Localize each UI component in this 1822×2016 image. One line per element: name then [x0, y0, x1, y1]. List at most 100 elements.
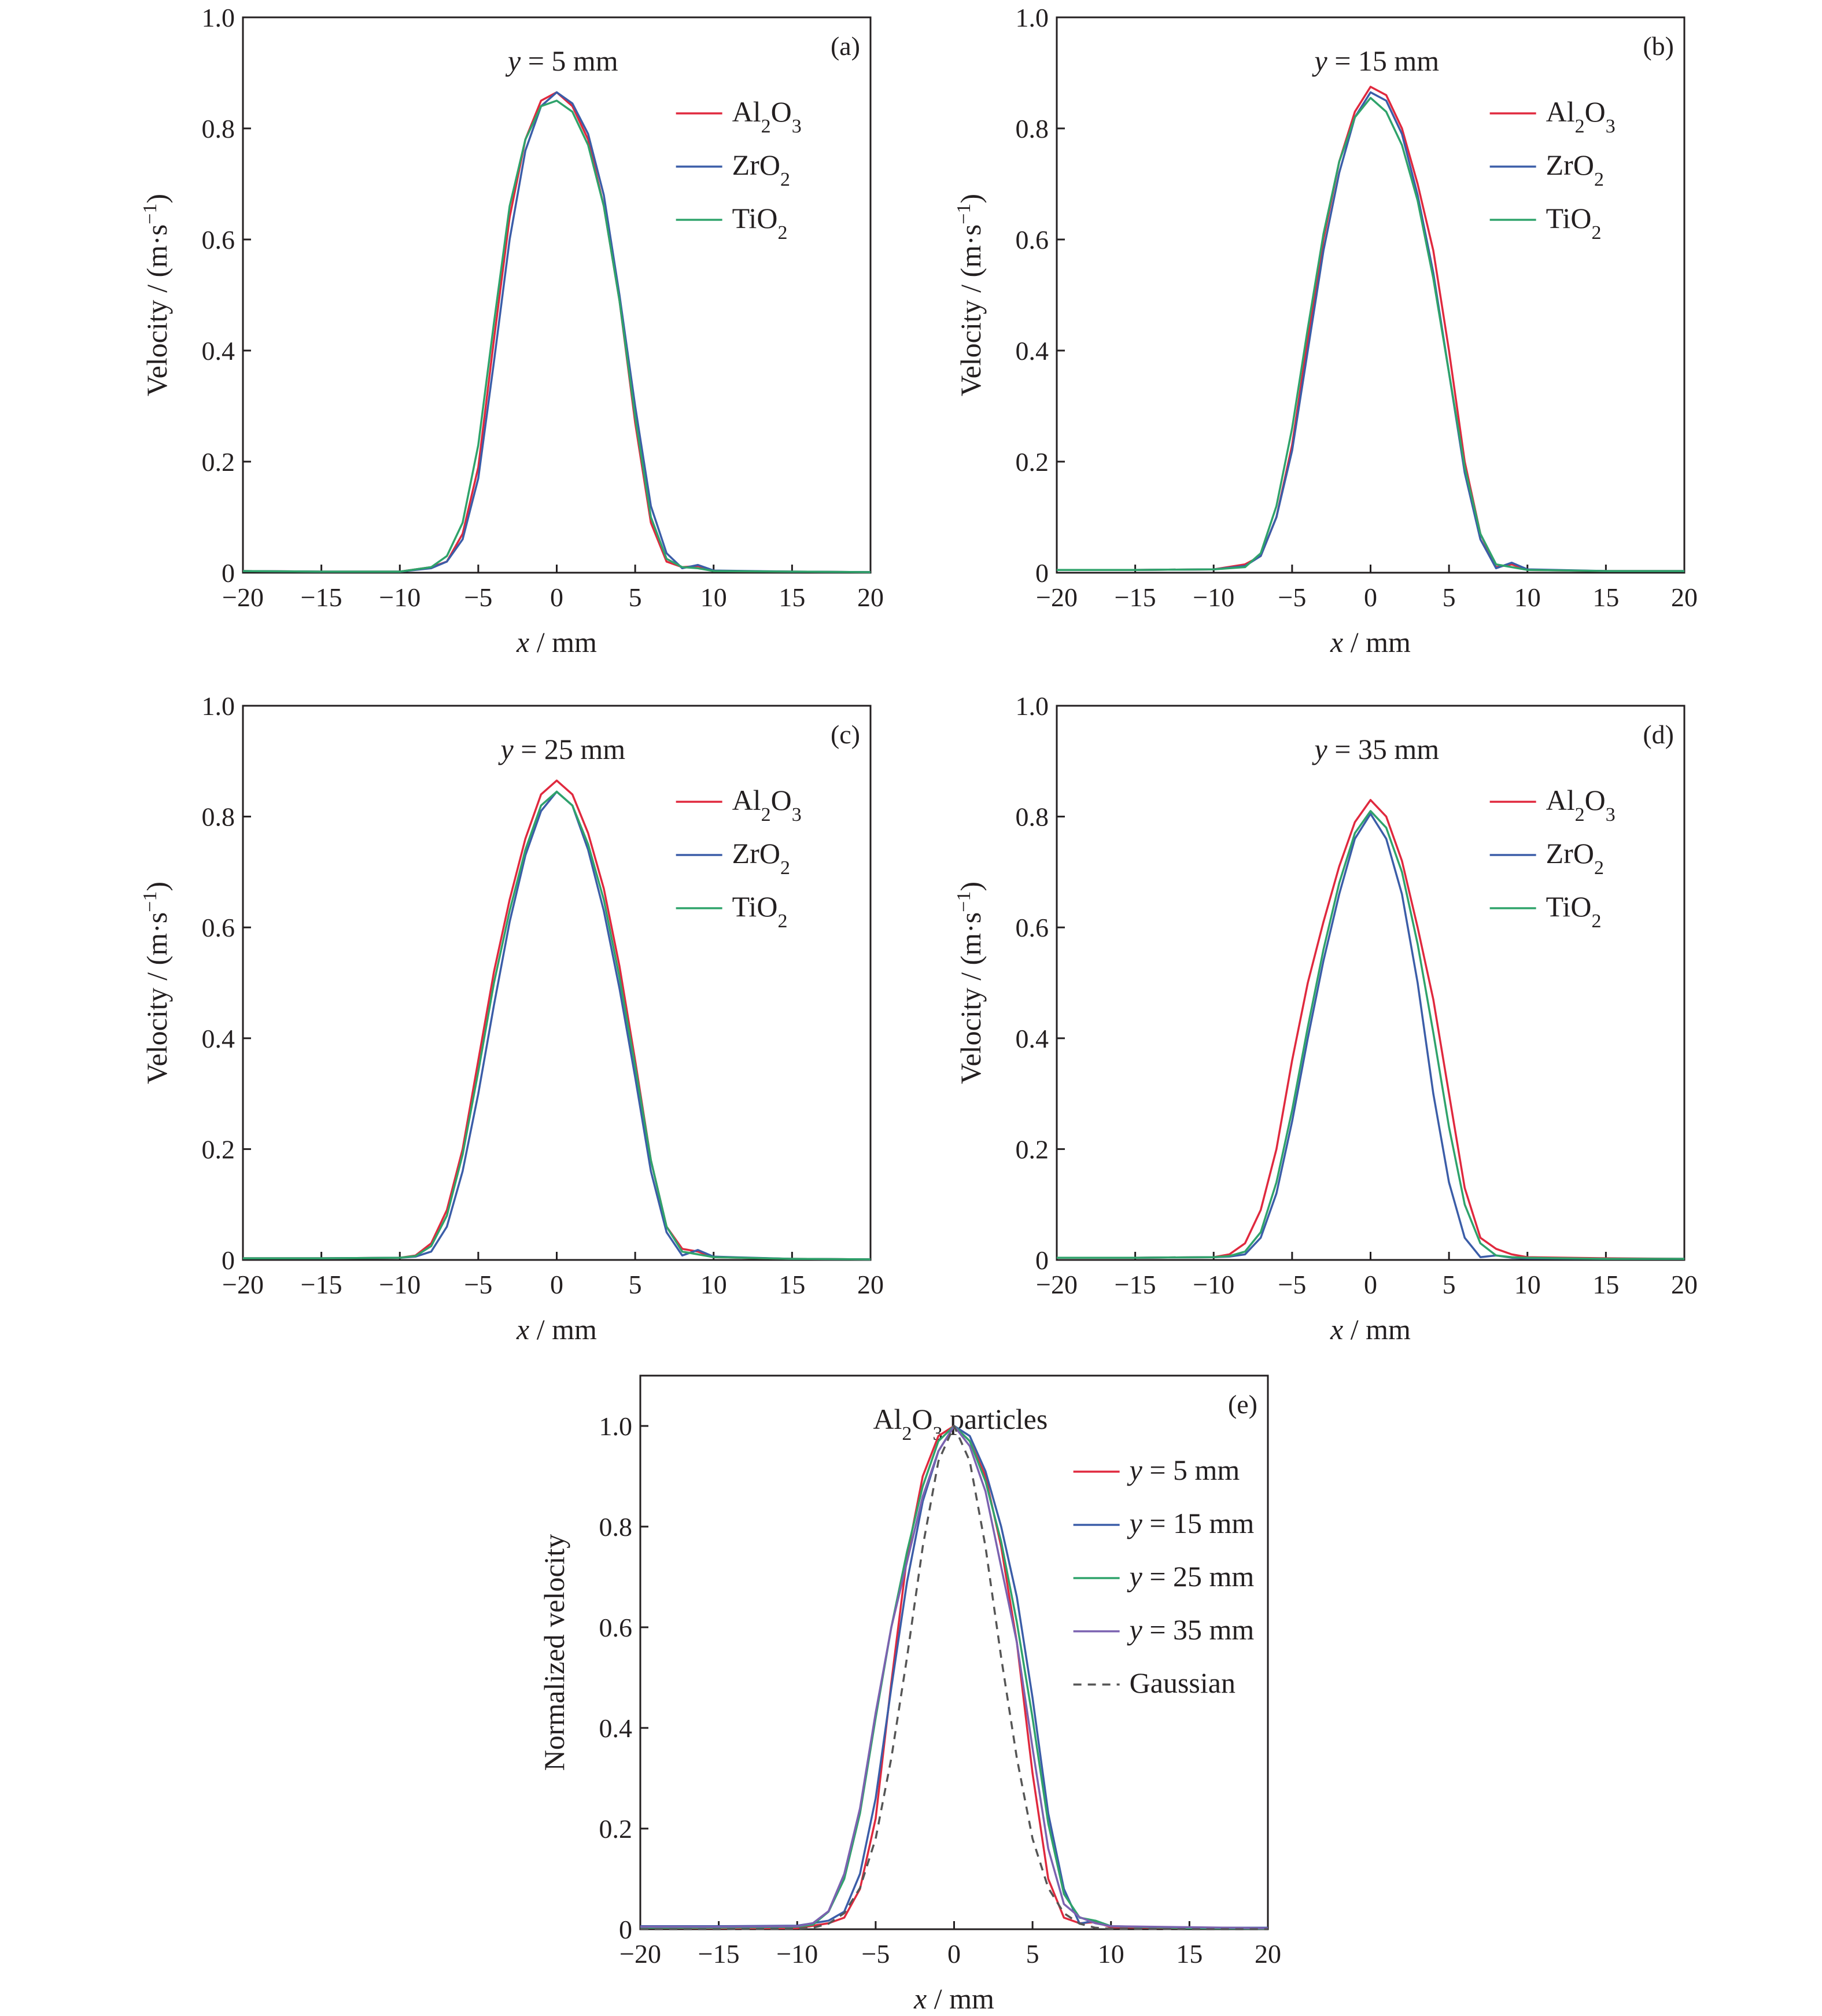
series-line [640, 1425, 1268, 1929]
text-run: TiO [1546, 202, 1592, 234]
x-tick-label: −5 [464, 1270, 492, 1299]
subscript: 2 [1591, 222, 1601, 244]
text-run: ZrO [732, 149, 780, 181]
legend-label: Al2O3 [732, 95, 802, 137]
y-tick-label: 0.6 [202, 225, 235, 255]
text-run: TiO [732, 202, 778, 234]
text-run: Al [1546, 784, 1575, 816]
x-tick-label: 5 [629, 583, 642, 612]
panel-label: (d) [1643, 720, 1674, 749]
text-run: x [516, 626, 529, 658]
chart-panel-b: −20 −15 −10 −5 0 5 10 15 20 0 0.2 0.4 0.6 0.8 1.0 x / m… [953, 3, 1698, 658]
legend-label: TiO2 [732, 202, 788, 244]
text-run: = 35 mm [1327, 733, 1440, 765]
text-run: ) [954, 882, 987, 891]
y-tick-label: 1.0 [202, 691, 235, 721]
text-run: y [498, 733, 514, 765]
text-run: ZrO [1546, 837, 1594, 869]
panel-annotation: y = 5 mm [505, 45, 618, 77]
x-tick-label: 0 [550, 1270, 563, 1299]
text-run: = 25 mm [1142, 1560, 1255, 1593]
series-line [1057, 813, 1684, 1260]
x-tick-label: 10 [1514, 583, 1541, 612]
x-tick-label: 5 [1443, 1270, 1456, 1299]
x-tick-label: 5 [629, 1270, 642, 1299]
legend-label: ZrO2 [732, 837, 790, 879]
x-tick-label: −10 [1193, 583, 1234, 612]
x-tick-label: 20 [1671, 583, 1698, 612]
text-run: y [1127, 1454, 1143, 1486]
y-axis-label: Velocity / (m·s−1) [139, 194, 174, 396]
y-tick-label: 0.2 [1016, 1134, 1049, 1164]
x-tick-label: 0 [1364, 1270, 1377, 1299]
x-tick-label: −20 [222, 1270, 264, 1299]
y-tick-label: 0.8 [202, 802, 235, 832]
legend-label: TiO2 [732, 890, 788, 932]
subscript: 3 [1606, 116, 1616, 137]
y-tick-label: 0.6 [599, 1613, 633, 1642]
x-tick-label: 5 [1443, 583, 1456, 612]
subscript: 2 [780, 169, 790, 190]
text-run: ) [954, 194, 987, 204]
x-axis-label: x / mm [516, 1313, 597, 1346]
text-run: / mm [529, 626, 597, 658]
y-tick-label: 0.4 [1016, 336, 1049, 366]
panel-annotation: Al2O3 particles [873, 1403, 1048, 1444]
chart-panel-c: −20 −15 −10 −5 0 5 10 15 20 0 0.2 0.4 0.6 0.8 1.0 x / m… [139, 691, 884, 1346]
legend-label: y = 5 mm [1127, 1454, 1240, 1486]
series-line [242, 99, 871, 573]
text-run: x [1330, 1313, 1343, 1346]
text-run: y [1312, 733, 1328, 765]
series-line [243, 779, 871, 1261]
y-tick-label: 1.0 [1016, 3, 1049, 32]
series-line [640, 1425, 1268, 1930]
panel-label: (a) [831, 31, 860, 61]
subscript: 3 [792, 116, 802, 137]
chart-panel-a: −20 −15 −10 −5 0 5 10 15 20 0 0.2 0.4 0.6 0.8 1.0 x / m… [139, 3, 884, 658]
legend-label: TiO2 [1546, 202, 1602, 244]
panel-annotation: y = 35 mm [1312, 733, 1440, 765]
subscript: 2 [777, 222, 787, 244]
legend-label: TiO2 [1546, 890, 1602, 932]
text-run: = 25 mm [514, 733, 626, 765]
y-tick-label: 0.8 [202, 114, 235, 143]
x-tick-label: 15 [1176, 1939, 1203, 1969]
text-run: = 35 mm [1142, 1613, 1255, 1646]
x-tick-label: −10 [379, 583, 421, 612]
text-run: = 5 mm [521, 45, 618, 77]
panel-annotation: y = 15 mm [1312, 45, 1440, 77]
x-tick-label: 20 [1255, 1939, 1281, 1969]
subscript: 2 [780, 857, 790, 879]
x-tick-label: 10 [1514, 1270, 1541, 1299]
x-tick-label: 5 [1026, 1939, 1039, 1969]
subscript: 2 [1575, 804, 1585, 825]
x-tick-label: 10 [1098, 1939, 1124, 1969]
y-axis-label: Velocity / (m·s−1) [139, 882, 174, 1084]
y-tick-label: 0.2 [1016, 447, 1049, 477]
panel-label: (b) [1643, 31, 1674, 61]
text-run: x [913, 1982, 927, 2015]
y-tick-label: 0.8 [599, 1512, 633, 1542]
series-line [1057, 799, 1685, 1260]
text-run: ) [141, 194, 173, 204]
x-tick-label: −15 [301, 1270, 342, 1299]
text-run: / mm [1343, 626, 1411, 658]
x-axis-label: x / mm [913, 1982, 994, 2015]
y-tick-label: 0.8 [1016, 802, 1049, 832]
subscript: 2 [761, 804, 771, 825]
text-run: y [1312, 45, 1328, 77]
x-tick-label: −5 [464, 583, 492, 612]
text-run: y [1127, 1560, 1143, 1593]
text-run: Normalized velocity [538, 1534, 570, 1771]
legend-label: ZrO2 [732, 149, 790, 190]
text-run: Al [1546, 95, 1575, 128]
text-run: O [1585, 784, 1606, 816]
y-tick-label: 0.4 [599, 1713, 633, 1743]
text-run: Velocity / (m·s [954, 224, 987, 396]
text-run: y [1127, 1507, 1143, 1539]
legend-label: y = 15 mm [1127, 1507, 1255, 1539]
y-axis-label: Velocity / (m·s−1) [953, 882, 987, 1084]
x-tick-label: −20 [619, 1939, 661, 1969]
y-tick-label: 0.4 [202, 1024, 235, 1053]
